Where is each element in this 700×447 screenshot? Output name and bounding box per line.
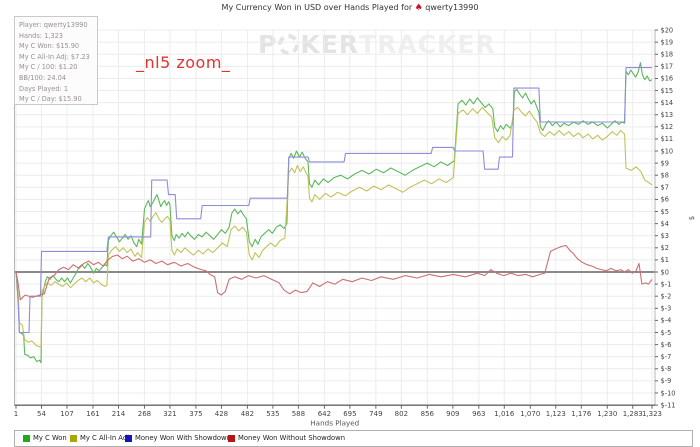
svg-text:$16: $16 <box>661 75 674 83</box>
stat-bb-per-100: BB/100: 24.04 <box>19 73 67 82</box>
svg-text:268: 268 <box>138 410 151 418</box>
svg-text:$-7: $-7 <box>661 353 672 361</box>
svg-text:963: 963 <box>472 410 485 418</box>
svg-text:1: 1 <box>14 410 18 418</box>
svg-text:$17: $17 <box>661 63 674 71</box>
svg-text:$8: $8 <box>661 172 669 180</box>
stat-my-c-won: My C Won: $15.90 <box>19 42 80 51</box>
svg-text:1,323: 1,323 <box>642 410 662 418</box>
svg-text:321: 321 <box>163 410 176 418</box>
svg-text:375: 375 <box>189 410 202 418</box>
player-name: qwerty13990 <box>425 3 479 12</box>
svg-text:$-2: $-2 <box>661 292 672 300</box>
svg-text:$5: $5 <box>661 208 669 216</box>
svg-text:107: 107 <box>60 410 73 418</box>
legend-label: Money Won With Showdown <box>135 434 231 442</box>
svg-text:$1: $1 <box>661 256 669 264</box>
svg-text:909: 909 <box>446 410 459 418</box>
legend-item-my-c-won: My C Won <box>23 434 67 442</box>
chart-title: My Currency Won in USD over Hands Played… <box>0 3 700 13</box>
stat-all-in-adj: My C All-In Adj: $7.23 <box>19 52 90 61</box>
svg-text:$0: $0 <box>661 268 669 276</box>
legend-label: My C All-In Adj <box>80 434 130 442</box>
svg-text:54: 54 <box>37 410 46 418</box>
svg-text:161: 161 <box>86 410 99 418</box>
svg-text:$20: $20 <box>661 26 674 34</box>
stat-hands: Hands: 1,323 <box>19 31 63 40</box>
legend-item-without-showdown: Money Won Without Showdown <box>228 434 345 442</box>
svg-text:749: 749 <box>369 410 382 418</box>
svg-text:$-9: $-9 <box>661 377 672 385</box>
svg-text:$18: $18 <box>661 51 674 59</box>
svg-text:$-1: $-1 <box>661 280 672 288</box>
svg-text:1,176: 1,176 <box>571 410 592 418</box>
svg-text:802: 802 <box>395 410 408 418</box>
legend-swatch-green <box>23 434 30 442</box>
svg-text:$-4: $-4 <box>661 317 672 325</box>
svg-text:$6: $6 <box>661 196 669 204</box>
svg-text:482: 482 <box>241 410 254 418</box>
svg-text:$-5: $-5 <box>661 329 672 337</box>
svg-text:1,070: 1,070 <box>520 410 540 418</box>
chart-legend: My C Won My C All-In Adj Money Won With … <box>14 430 693 447</box>
svg-text:$15: $15 <box>661 87 674 95</box>
svg-text:$14: $14 <box>661 99 674 107</box>
svg-text:$2: $2 <box>661 244 669 252</box>
poker-chip-icon <box>278 33 300 55</box>
legend-item-with-showdown: Money Won With Showdown <box>125 434 231 442</box>
svg-text:$4: $4 <box>661 220 669 228</box>
svg-text:$11: $11 <box>661 135 674 143</box>
svg-text:1,016: 1,016 <box>494 410 515 418</box>
svg-text:1,123: 1,123 <box>546 410 566 418</box>
svg-text:535: 535 <box>266 410 279 418</box>
svg-text:$9: $9 <box>661 159 669 167</box>
legend-label: My C Won <box>33 434 67 442</box>
watermark-ker: KER <box>300 29 360 59</box>
svg-text:$: $ <box>688 216 696 220</box>
svg-text:856: 856 <box>421 410 435 418</box>
legend-swatch-darkred <box>228 434 235 442</box>
svg-text:695: 695 <box>343 410 356 418</box>
legend-item-all-in-adj: My C All-In Adj <box>70 434 129 442</box>
svg-text:$-10: $-10 <box>661 389 676 397</box>
svg-text:$13: $13 <box>661 111 674 119</box>
legend-label: Money Won Without Showdown <box>238 434 346 442</box>
svg-text:$3: $3 <box>661 232 669 240</box>
stat-player: Player: qwerty13990 <box>19 21 88 29</box>
session-stats-box: Player: qwerty13990 Hands: 1,323 My C Wo… <box>14 16 98 105</box>
svg-text:588: 588 <box>292 410 305 418</box>
watermark-p: P <box>258 29 278 59</box>
svg-text:$10: $10 <box>661 147 674 155</box>
svg-text:$12: $12 <box>661 123 674 131</box>
svg-text:Hands Played: Hands Played <box>310 419 359 428</box>
svg-text:1,283: 1,283 <box>623 410 643 418</box>
svg-text:$19: $19 <box>661 38 674 46</box>
legend-swatch-navy <box>125 434 132 442</box>
svg-text:642: 642 <box>318 410 331 418</box>
pokerstars-suit-icon: ♠ <box>414 3 423 13</box>
stat-my-c-per-100: My C / 100: $1.20 <box>19 63 78 72</box>
red-zoom-annotation: _nl5 zoom_ <box>136 53 231 72</box>
stat-my-c-per-day: My C / Day: $15.90 <box>19 95 82 104</box>
svg-text:$-3: $-3 <box>661 305 672 313</box>
chart-title-text: My Currency Won in USD over Hands Played… <box>221 3 413 12</box>
svg-text:1,230: 1,230 <box>597 410 617 418</box>
svg-text:428: 428 <box>215 410 228 418</box>
svg-text:$-6: $-6 <box>661 341 672 349</box>
stat-days-played: Days Played: 1 <box>19 84 69 93</box>
svg-text:$-8: $-8 <box>661 365 672 373</box>
svg-text:$-11: $-11 <box>661 401 676 409</box>
svg-text:$7: $7 <box>661 184 669 192</box>
svg-text:214: 214 <box>112 410 126 418</box>
legend-swatch-olive <box>70 434 77 442</box>
